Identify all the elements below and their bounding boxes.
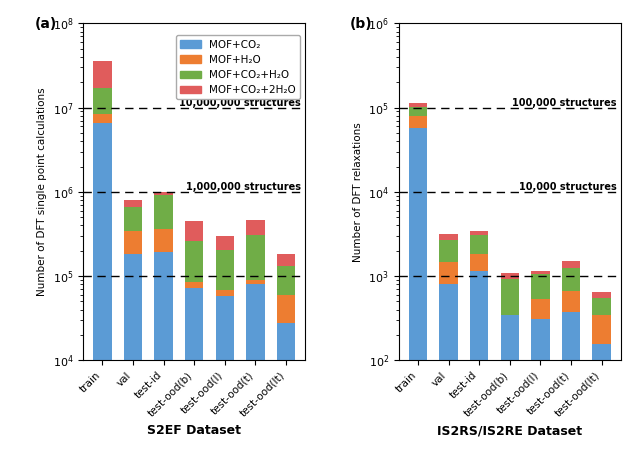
Bar <box>500 273 519 279</box>
Bar <box>439 234 458 240</box>
Bar <box>409 128 427 468</box>
Bar <box>185 241 204 283</box>
Bar <box>470 271 488 468</box>
Bar <box>246 280 265 284</box>
Bar <box>185 288 204 468</box>
Bar <box>593 315 611 344</box>
Bar <box>409 103 427 107</box>
Bar <box>500 314 519 468</box>
Bar <box>216 250 234 290</box>
Bar <box>124 207 142 231</box>
Bar <box>246 284 265 468</box>
Bar <box>124 231 142 254</box>
Y-axis label: Number of DFT relaxations: Number of DFT relaxations <box>353 122 363 262</box>
Bar <box>124 254 142 468</box>
Bar <box>216 296 234 468</box>
Bar <box>93 61 111 88</box>
Bar <box>531 319 550 468</box>
Bar <box>246 220 265 235</box>
Text: 1,000,000 structures: 1,000,000 structures <box>186 182 301 192</box>
Bar <box>93 115 111 124</box>
Text: (a): (a) <box>35 17 56 31</box>
Bar <box>470 235 488 254</box>
Bar <box>154 229 173 252</box>
Bar <box>562 312 580 468</box>
Bar <box>531 271 550 274</box>
Text: 10,000,000 structures: 10,000,000 structures <box>179 98 301 108</box>
Bar <box>216 290 234 296</box>
Bar <box>439 240 458 262</box>
Bar <box>185 221 204 241</box>
Bar <box>154 252 173 468</box>
Bar <box>154 195 173 229</box>
Bar <box>593 298 611 315</box>
Bar <box>593 292 611 298</box>
Bar <box>470 231 488 235</box>
Bar <box>439 262 458 284</box>
Bar <box>277 323 295 468</box>
Bar <box>409 107 427 116</box>
Y-axis label: Number of DFT single point calculations: Number of DFT single point calculations <box>37 88 47 296</box>
Bar <box>216 235 234 250</box>
Bar <box>277 295 295 323</box>
Bar <box>562 261 580 268</box>
Bar <box>277 254 295 266</box>
Bar <box>246 235 265 280</box>
Text: 10,000 structures: 10,000 structures <box>518 182 616 192</box>
Legend: MOF+CO₂, MOF+H₂O, MOF+CO₂+H₂O, MOF+CO₂+2H₂O: MOF+CO₂, MOF+H₂O, MOF+CO₂+H₂O, MOF+CO₂+2… <box>176 36 300 99</box>
Text: 100,000 structures: 100,000 structures <box>512 98 616 108</box>
Bar <box>500 279 519 314</box>
Bar <box>154 192 173 195</box>
X-axis label: IS2RS/IS2RE Dataset: IS2RS/IS2RE Dataset <box>437 424 582 437</box>
Bar <box>562 291 580 312</box>
Bar <box>409 116 427 128</box>
X-axis label: S2EF Dataset: S2EF Dataset <box>147 424 241 437</box>
Bar <box>277 266 295 295</box>
Bar <box>562 268 580 291</box>
Bar <box>93 124 111 468</box>
Bar <box>439 284 458 468</box>
Text: (b): (b) <box>350 17 372 31</box>
Bar <box>124 199 142 207</box>
Bar <box>470 254 488 271</box>
Bar <box>593 344 611 468</box>
Bar <box>93 88 111 115</box>
Bar <box>531 274 550 299</box>
Bar <box>185 283 204 288</box>
Bar <box>531 299 550 319</box>
